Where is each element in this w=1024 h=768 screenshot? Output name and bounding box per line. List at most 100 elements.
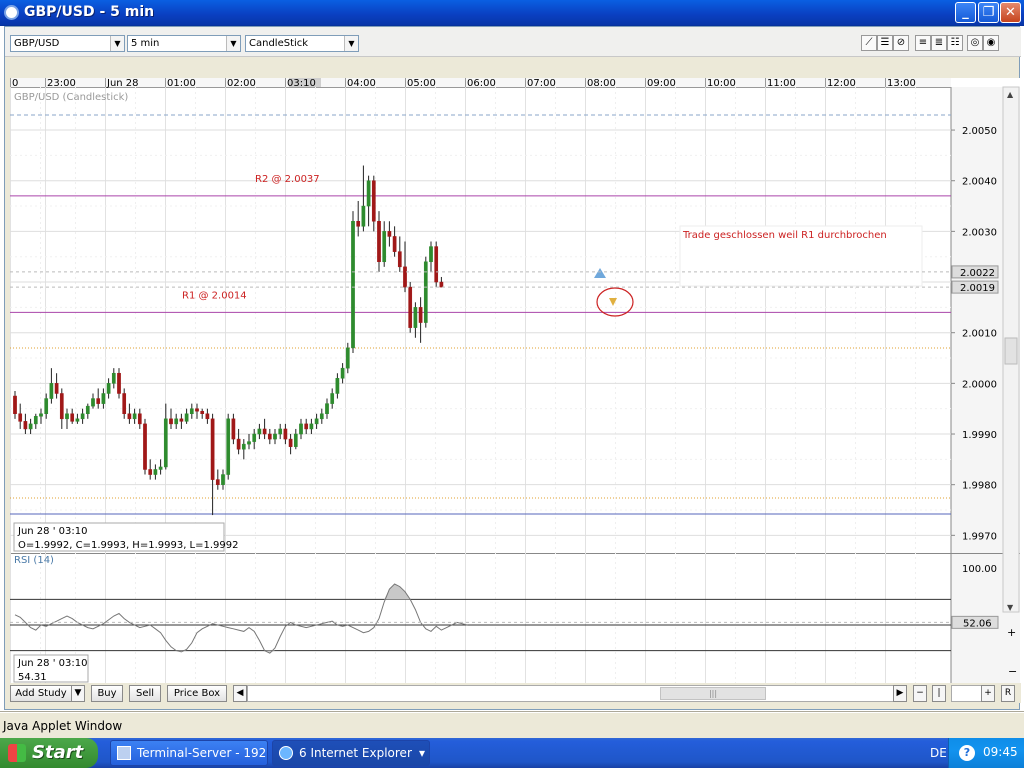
candle-up[interactable]	[80, 413, 85, 420]
candle-up[interactable]	[299, 423, 303, 435]
reset-button[interactable]: R	[1001, 685, 1015, 702]
candle-down[interactable]	[13, 395, 17, 415]
candle-up[interactable]	[340, 367, 345, 379]
candle-up[interactable]	[429, 246, 433, 263]
candle-down[interactable]	[169, 418, 173, 425]
erase-icon[interactable]: ⊘	[893, 35, 909, 51]
candle-down[interactable]	[195, 408, 199, 412]
candle-up[interactable]	[163, 418, 168, 468]
candle-down[interactable]	[54, 383, 59, 394]
candle-up[interactable]	[382, 231, 387, 263]
help-icon[interactable]: ?	[959, 745, 975, 761]
chevron-down-icon[interactable]: ▼	[110, 36, 124, 51]
candle-down[interactable]	[23, 421, 28, 430]
candle-up[interactable]	[309, 423, 314, 430]
candle-down[interactable]	[262, 428, 267, 435]
candle-up[interactable]	[33, 416, 38, 425]
price-box-button[interactable]: Price Box	[167, 685, 227, 702]
candle-down[interactable]	[267, 433, 272, 440]
candle-down[interactable]	[439, 281, 444, 288]
zoom-icon[interactable]: ◎	[967, 35, 983, 51]
candle-up[interactable]	[189, 408, 194, 415]
candle-up[interactable]	[101, 393, 106, 404]
candle-up[interactable]	[278, 428, 283, 435]
candle-up[interactable]	[293, 433, 298, 447]
candle-down[interactable]	[210, 418, 215, 480]
horizontal-lines-icon[interactable]: ☰	[877, 35, 893, 51]
candle-down[interactable]	[377, 220, 381, 263]
candle-down[interactable]	[70, 413, 75, 422]
candle-down[interactable]	[304, 423, 309, 430]
vertical-scroll-thumb[interactable]	[1004, 337, 1018, 365]
close-button[interactable]: ✕	[1000, 2, 1021, 23]
settings-icon[interactable]: ◉	[983, 35, 999, 51]
symbol-select[interactable]: GBP/USD ▼	[10, 35, 125, 52]
minimize-button[interactable]: _	[955, 2, 976, 23]
candle-up[interactable]	[111, 372, 116, 384]
candle-down[interactable]	[18, 413, 23, 422]
candle-down[interactable]	[236, 438, 241, 450]
candle-up[interactable]	[85, 405, 90, 415]
candle-up[interactable]	[39, 413, 43, 417]
scroll-right-icon[interactable]: ▶	[893, 685, 907, 702]
candle-up[interactable]	[413, 307, 418, 328]
candle-up[interactable]	[106, 383, 111, 394]
candle-up[interactable]	[49, 383, 54, 399]
chevron-down-icon[interactable]: ▼	[226, 36, 240, 51]
candle-up[interactable]	[184, 413, 189, 422]
rsi-zoom-out-icon[interactable]: −	[1008, 665, 1017, 678]
candle-up[interactable]	[314, 418, 319, 425]
candle-up[interactable]	[257, 428, 262, 435]
candle-up[interactable]	[132, 413, 137, 420]
scroll-thumb[interactable]: |||	[660, 687, 766, 700]
candle-up[interactable]	[226, 418, 231, 475]
candle-down[interactable]	[231, 418, 236, 440]
grid-lines-icon[interactable]: ≡	[915, 35, 931, 51]
candle-down[interactable]	[179, 418, 184, 422]
scroll-left-icon[interactable]: ◀	[233, 685, 247, 702]
grid-dense-icon[interactable]: ≣	[931, 35, 947, 51]
candle-down[interactable]	[127, 413, 132, 420]
candle-down[interactable]	[403, 266, 407, 288]
taskbar-item-terminal-server[interactable]: Terminal-Server - 192....	[110, 740, 268, 766]
candle-down[interactable]	[371, 180, 376, 222]
zoom-slider[interactable]	[951, 685, 983, 702]
candle-down[interactable]	[205, 413, 210, 420]
candle-up[interactable]	[241, 443, 246, 450]
candle-up[interactable]	[330, 393, 335, 404]
candle-up[interactable]	[153, 469, 158, 475]
candle-up[interactable]	[75, 418, 80, 422]
sell-button[interactable]: Sell	[129, 685, 161, 702]
candle-up[interactable]	[252, 433, 257, 442]
candle-up[interactable]	[221, 474, 225, 485]
candle-down[interactable]	[215, 479, 220, 485]
add-study-button[interactable]: Add Study	[10, 685, 72, 702]
maximize-button[interactable]: ❐	[978, 2, 999, 23]
grid-fine-icon[interactable]: ☷	[947, 35, 963, 51]
chart-canvas[interactable]: 0 23:00 Jun 28 01:00 02:00 03:10 04:00 05:00 06:…	[10, 78, 1020, 683]
language-indicator[interactable]: DE	[930, 746, 947, 760]
candle-down[interactable]	[122, 393, 127, 415]
candle-up[interactable]	[423, 261, 428, 323]
candle-down[interactable]	[137, 413, 142, 425]
candle-down[interactable]	[59, 393, 64, 420]
candle-down[interactable]	[434, 246, 439, 283]
candle-up[interactable]	[158, 466, 163, 470]
candle-up[interactable]	[351, 220, 355, 349]
candle-up[interactable]	[335, 378, 340, 394]
horizontal-scrollbar[interactable]: |||	[247, 685, 907, 702]
start-button[interactable]: Start	[0, 738, 98, 768]
candle-up[interactable]	[273, 433, 277, 440]
zoom-out-button[interactable]: −	[913, 685, 927, 702]
candle-down[interactable]	[96, 398, 101, 404]
interval-select[interactable]: 5 min ▼	[127, 35, 241, 52]
chevron-down-icon[interactable]: ▼	[344, 36, 358, 51]
candle-up[interactable]	[247, 441, 251, 445]
candle-up[interactable]	[28, 423, 33, 430]
chevron-down-icon[interactable]: ▾	[419, 746, 426, 760]
candle-up[interactable]	[319, 413, 324, 420]
add-study-dropdown-icon[interactable]: ▼	[71, 685, 85, 702]
candle-down[interactable]	[288, 438, 293, 447]
candle-down[interactable]	[387, 231, 392, 237]
candle-up[interactable]	[325, 403, 329, 415]
